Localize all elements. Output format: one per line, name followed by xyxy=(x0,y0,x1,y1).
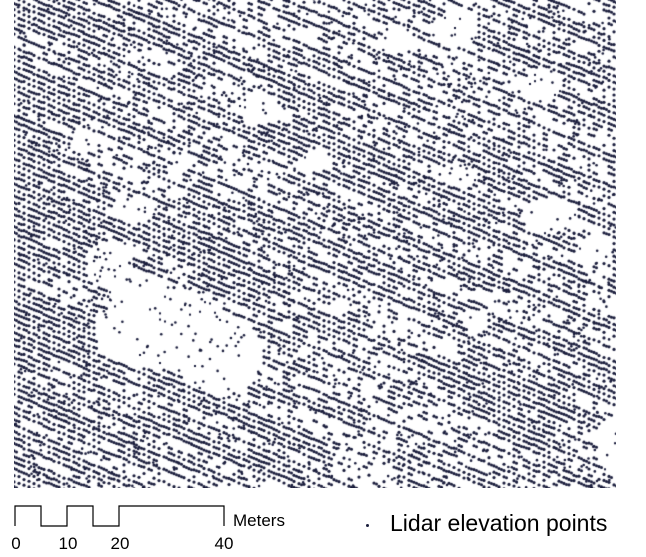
scale-tick-40: 40 xyxy=(214,534,234,553)
scale-tick-10: 10 xyxy=(58,534,78,553)
lidar-point-map xyxy=(14,0,616,488)
scale-bar-alternating-segments xyxy=(14,505,225,527)
legend-dot-icon xyxy=(366,524,369,527)
scale-bar xyxy=(14,505,225,527)
scale-unit-label: Meters xyxy=(233,511,285,530)
scale-tick-0: 0 xyxy=(11,534,21,553)
legend-label: Lidar elevation points xyxy=(390,510,608,536)
lidar-point-canvas xyxy=(14,0,616,488)
scale-tick-20: 20 xyxy=(110,534,130,553)
